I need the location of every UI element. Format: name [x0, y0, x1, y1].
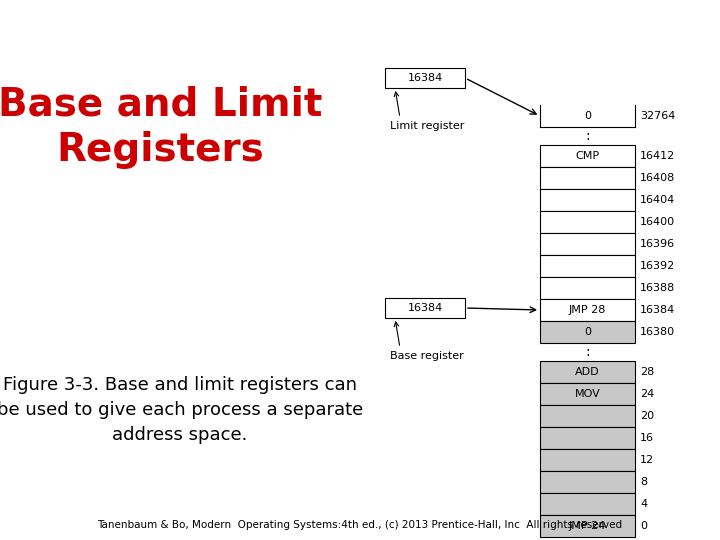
Text: 32764: 32764	[640, 111, 675, 121]
Text: :: :	[585, 129, 590, 143]
Text: 16380: 16380	[640, 327, 675, 337]
Text: MOV: MOV	[575, 389, 600, 399]
Text: 4: 4	[640, 499, 647, 509]
Bar	[540, 405, 635, 427]
Text: JMP 24: JMP 24	[569, 521, 606, 531]
Text: 16392: 16392	[640, 261, 675, 271]
Text: 16388: 16388	[640, 283, 675, 293]
Bar	[540, 383, 635, 405]
Bar	[540, 255, 635, 277]
Bar	[540, 471, 635, 493]
Text: Figure 3-3. Base and limit registers can: Figure 3-3. Base and limit registers can	[3, 376, 357, 394]
Bar	[540, 361, 635, 383]
Text: 8: 8	[640, 477, 647, 487]
Text: 16400: 16400	[640, 217, 675, 227]
Bar	[540, 167, 635, 189]
Bar	[540, 211, 635, 233]
Bar	[540, 145, 635, 167]
Text: 16412: 16412	[640, 151, 675, 161]
Text: 28: 28	[640, 367, 654, 377]
Text: 0: 0	[584, 111, 591, 121]
Text: JMP 28: JMP 28	[569, 305, 606, 315]
Text: 12: 12	[640, 455, 654, 465]
Text: 0: 0	[640, 521, 647, 531]
Bar	[540, 427, 635, 449]
Text: 16384: 16384	[640, 305, 675, 315]
Text: 16408: 16408	[640, 173, 675, 183]
Bar	[385, 298, 465, 318]
Text: 16384: 16384	[408, 73, 443, 83]
Text: Tanenbaum & Bo, Modern  Operating Systems:4th ed., (c) 2013 Prentice-Hall, Inc  : Tanenbaum & Bo, Modern Operating Systems…	[97, 520, 623, 530]
Bar	[540, 321, 635, 343]
Text: 16396: 16396	[640, 239, 675, 249]
Text: Base register: Base register	[390, 351, 464, 361]
Text: Base and Limit: Base and Limit	[0, 86, 322, 124]
Text: address space.: address space.	[112, 426, 248, 444]
Text: 0: 0	[584, 327, 591, 337]
Text: be used to give each process a separate: be used to give each process a separate	[0, 401, 363, 419]
Text: :: :	[585, 345, 590, 359]
Text: ADD: ADD	[575, 367, 600, 377]
Bar	[385, 68, 465, 88]
Text: 16: 16	[640, 433, 654, 443]
Bar	[540, 449, 635, 471]
Bar	[540, 233, 635, 255]
Text: 24: 24	[640, 389, 654, 399]
Bar	[540, 299, 635, 321]
Text: 20: 20	[640, 411, 654, 421]
Bar	[540, 189, 635, 211]
Text: CMP: CMP	[575, 151, 600, 161]
Bar	[540, 277, 635, 299]
Bar	[540, 515, 635, 537]
Text: 16384: 16384	[408, 303, 443, 313]
Bar	[540, 493, 635, 515]
Text: Limit register: Limit register	[390, 121, 464, 131]
Text: Registers: Registers	[56, 131, 264, 169]
Text: 16404: 16404	[640, 195, 675, 205]
